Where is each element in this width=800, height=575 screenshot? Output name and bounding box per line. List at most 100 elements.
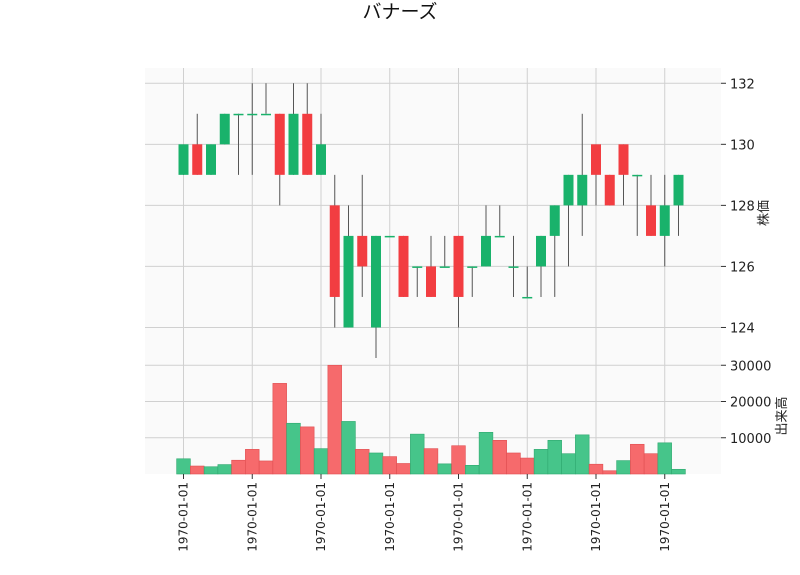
candle-body bbox=[522, 296, 533, 299]
date-tick-label: 1970-01-01 bbox=[177, 482, 191, 552]
candle-body bbox=[302, 113, 313, 175]
date-tick-label: 1970-01-01 bbox=[520, 482, 534, 552]
volume-bar bbox=[245, 449, 260, 475]
chart-title: バナーズ bbox=[362, 1, 438, 23]
candle-body bbox=[591, 144, 601, 175]
volume-bar bbox=[492, 439, 507, 475]
volume-axis-ticks: 10000 20000 30000 bbox=[721, 359, 771, 447]
price-axis-ticks: 124 126 128 130 132 bbox=[721, 77, 755, 336]
volume-bar bbox=[355, 449, 370, 475]
date-tick-label: 1970-01-01 bbox=[314, 482, 328, 552]
volume-bar bbox=[396, 463, 411, 475]
candle-body bbox=[384, 235, 395, 238]
candle-body bbox=[467, 266, 478, 268]
price-tick-label: 130 bbox=[730, 138, 755, 153]
price-tick-label: 124 bbox=[730, 321, 755, 336]
volume-bar bbox=[602, 470, 617, 475]
volume-tick-label: 10000 bbox=[730, 432, 771, 447]
price-grid bbox=[145, 68, 721, 358]
price-tick-label: 132 bbox=[730, 77, 755, 92]
candle-body bbox=[646, 205, 656, 236]
candle-body bbox=[329, 205, 340, 297]
date-tick-label: 1970-01-01 bbox=[658, 482, 672, 552]
volume-bar bbox=[437, 463, 452, 475]
volume-bar bbox=[643, 453, 659, 475]
volume-bar bbox=[231, 459, 246, 475]
price-axis-label: 株価 bbox=[757, 200, 772, 226]
volume-bar bbox=[341, 421, 356, 475]
volume-bar bbox=[547, 439, 562, 475]
date-tick-label: 1970-01-01 bbox=[452, 482, 466, 552]
volume-bar bbox=[190, 465, 205, 475]
candle-body bbox=[426, 266, 436, 297]
candle-body bbox=[604, 174, 615, 206]
volume-bar bbox=[465, 464, 480, 475]
candle-body bbox=[274, 113, 285, 175]
candle-body bbox=[412, 266, 423, 268]
candle-body bbox=[481, 235, 491, 267]
candle-body bbox=[192, 144, 203, 175]
volume-bar bbox=[313, 448, 329, 475]
price-tick-label: 128 bbox=[730, 199, 755, 214]
candle-body bbox=[316, 144, 326, 175]
volume-bar bbox=[657, 442, 672, 475]
volume-bar bbox=[575, 434, 590, 475]
volume-bar bbox=[506, 452, 521, 475]
candle-body bbox=[233, 113, 244, 116]
date-tick-label: 1970-01-01 bbox=[383, 482, 397, 552]
candle-body bbox=[632, 174, 643, 177]
candle-body bbox=[549, 205, 560, 236]
volume-bar bbox=[410, 433, 425, 475]
candle-body bbox=[439, 266, 450, 268]
volume-bar bbox=[286, 422, 301, 475]
volume-bars bbox=[176, 364, 686, 475]
candle-body bbox=[219, 113, 230, 145]
candle-body bbox=[206, 144, 216, 175]
candlesticks bbox=[178, 83, 684, 358]
volume-bar bbox=[300, 426, 315, 475]
candle-body bbox=[178, 144, 189, 175]
price-tick-label: 126 bbox=[730, 260, 755, 275]
volume-tick-label: 20000 bbox=[730, 396, 771, 411]
volume-bar bbox=[478, 432, 494, 475]
volume-bar bbox=[588, 463, 604, 475]
date-axis-ticks: 1970-01-01 1970-01-01 1970-01-01 1970-01-01… bbox=[177, 474, 672, 552]
volume-bar bbox=[671, 468, 686, 475]
volume-bar bbox=[533, 449, 549, 475]
candle-body bbox=[261, 113, 271, 116]
candle-body bbox=[659, 205, 670, 236]
candle-body bbox=[288, 113, 299, 175]
candle-body bbox=[563, 174, 574, 206]
date-tick-label: 1970-01-01 bbox=[245, 482, 259, 552]
volume-bar bbox=[423, 448, 439, 475]
volume-bar bbox=[630, 443, 645, 475]
candle-body bbox=[508, 266, 519, 268]
volume-bar bbox=[561, 453, 576, 475]
candle-body bbox=[673, 174, 684, 206]
volume-bar bbox=[272, 383, 287, 475]
date-tick-label: 1970-01-01 bbox=[589, 482, 603, 552]
candle-body bbox=[398, 235, 409, 297]
volume-bar bbox=[520, 457, 535, 475]
volume-bar bbox=[368, 452, 384, 475]
candle-body bbox=[371, 235, 381, 328]
volume-bar bbox=[327, 364, 342, 475]
volume-bar bbox=[176, 458, 191, 475]
candle-body bbox=[618, 144, 629, 175]
candle-body bbox=[494, 235, 505, 238]
volume-bar bbox=[451, 445, 466, 475]
volume-bar bbox=[616, 460, 631, 475]
volume-bar bbox=[203, 466, 219, 475]
candle-body bbox=[453, 235, 464, 297]
candle-body bbox=[577, 174, 588, 206]
volume-grid bbox=[145, 358, 721, 474]
volume-bar bbox=[382, 456, 397, 475]
candle-body bbox=[536, 235, 546, 267]
volume-bar bbox=[217, 464, 232, 475]
candle-body bbox=[357, 235, 368, 267]
price-panel-background bbox=[145, 68, 721, 358]
volume-tick-label: 30000 bbox=[730, 359, 771, 374]
candle-body bbox=[343, 235, 354, 328]
candle-body bbox=[247, 113, 258, 116]
